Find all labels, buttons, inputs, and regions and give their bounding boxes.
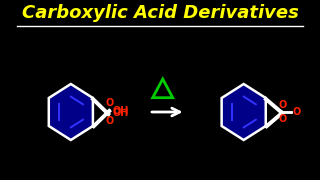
Polygon shape bbox=[49, 84, 93, 140]
Text: O: O bbox=[278, 100, 286, 110]
Polygon shape bbox=[222, 84, 266, 140]
Text: OH: OH bbox=[113, 108, 129, 118]
Text: OH: OH bbox=[113, 106, 129, 116]
Text: O: O bbox=[105, 116, 113, 126]
Text: Carboxylic Acid Derivatives: Carboxylic Acid Derivatives bbox=[21, 4, 299, 22]
Text: O: O bbox=[278, 114, 286, 124]
Polygon shape bbox=[153, 79, 173, 98]
Text: O: O bbox=[292, 107, 301, 117]
Text: O: O bbox=[105, 98, 113, 108]
